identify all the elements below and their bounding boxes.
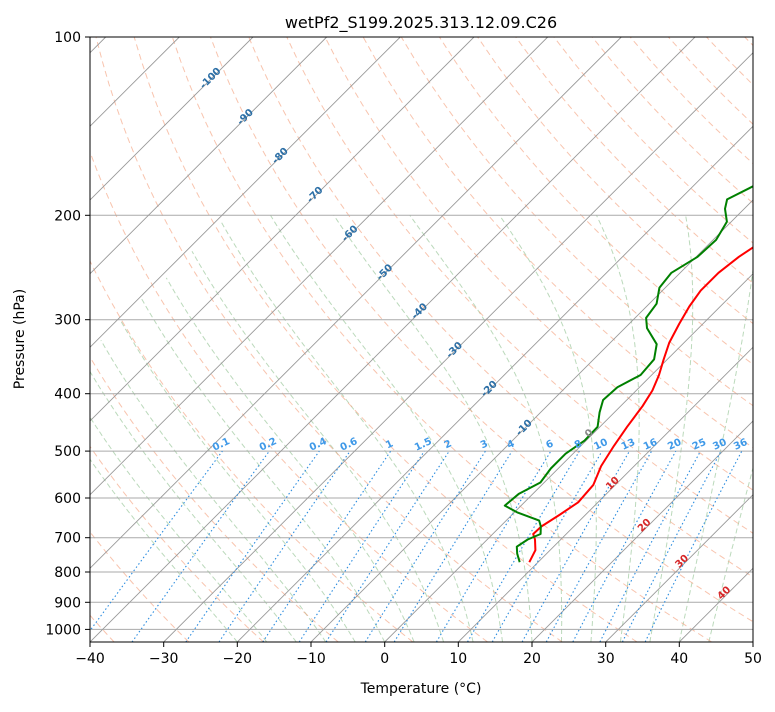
y-tick-label: 1000: [45, 622, 81, 638]
y-tick-label: 100: [54, 30, 81, 46]
y-tick-label: 500: [54, 444, 81, 460]
x-tick-label: 50: [744, 651, 762, 667]
x-tick-label: 20: [523, 651, 541, 667]
chart-title: wetPf2_S199.2025.313.12.09.C26: [285, 13, 557, 33]
y-tick-label: 700: [54, 531, 81, 547]
x-tick-label: 40: [670, 651, 688, 667]
x-tick-label: 0: [380, 651, 389, 667]
x-tick-label: −20: [223, 651, 253, 667]
y-tick-label: 600: [54, 491, 81, 507]
x-tick-label: −40: [75, 651, 105, 667]
y-tick-label: 200: [54, 208, 81, 224]
x-tick-label: −30: [149, 651, 179, 667]
y-tick-label: 900: [54, 595, 81, 611]
x-axis-label: Temperature (°C): [360, 681, 482, 697]
x-tick-label: 30: [597, 651, 615, 667]
y-axis-label: Pressure (hPa): [12, 289, 28, 389]
y-tick-label: 300: [54, 313, 81, 329]
x-tick-label: −10: [296, 651, 326, 667]
y-tick-label: 800: [54, 565, 81, 581]
x-tick-label: 10: [449, 651, 467, 667]
y-tick-label: 400: [54, 387, 81, 403]
